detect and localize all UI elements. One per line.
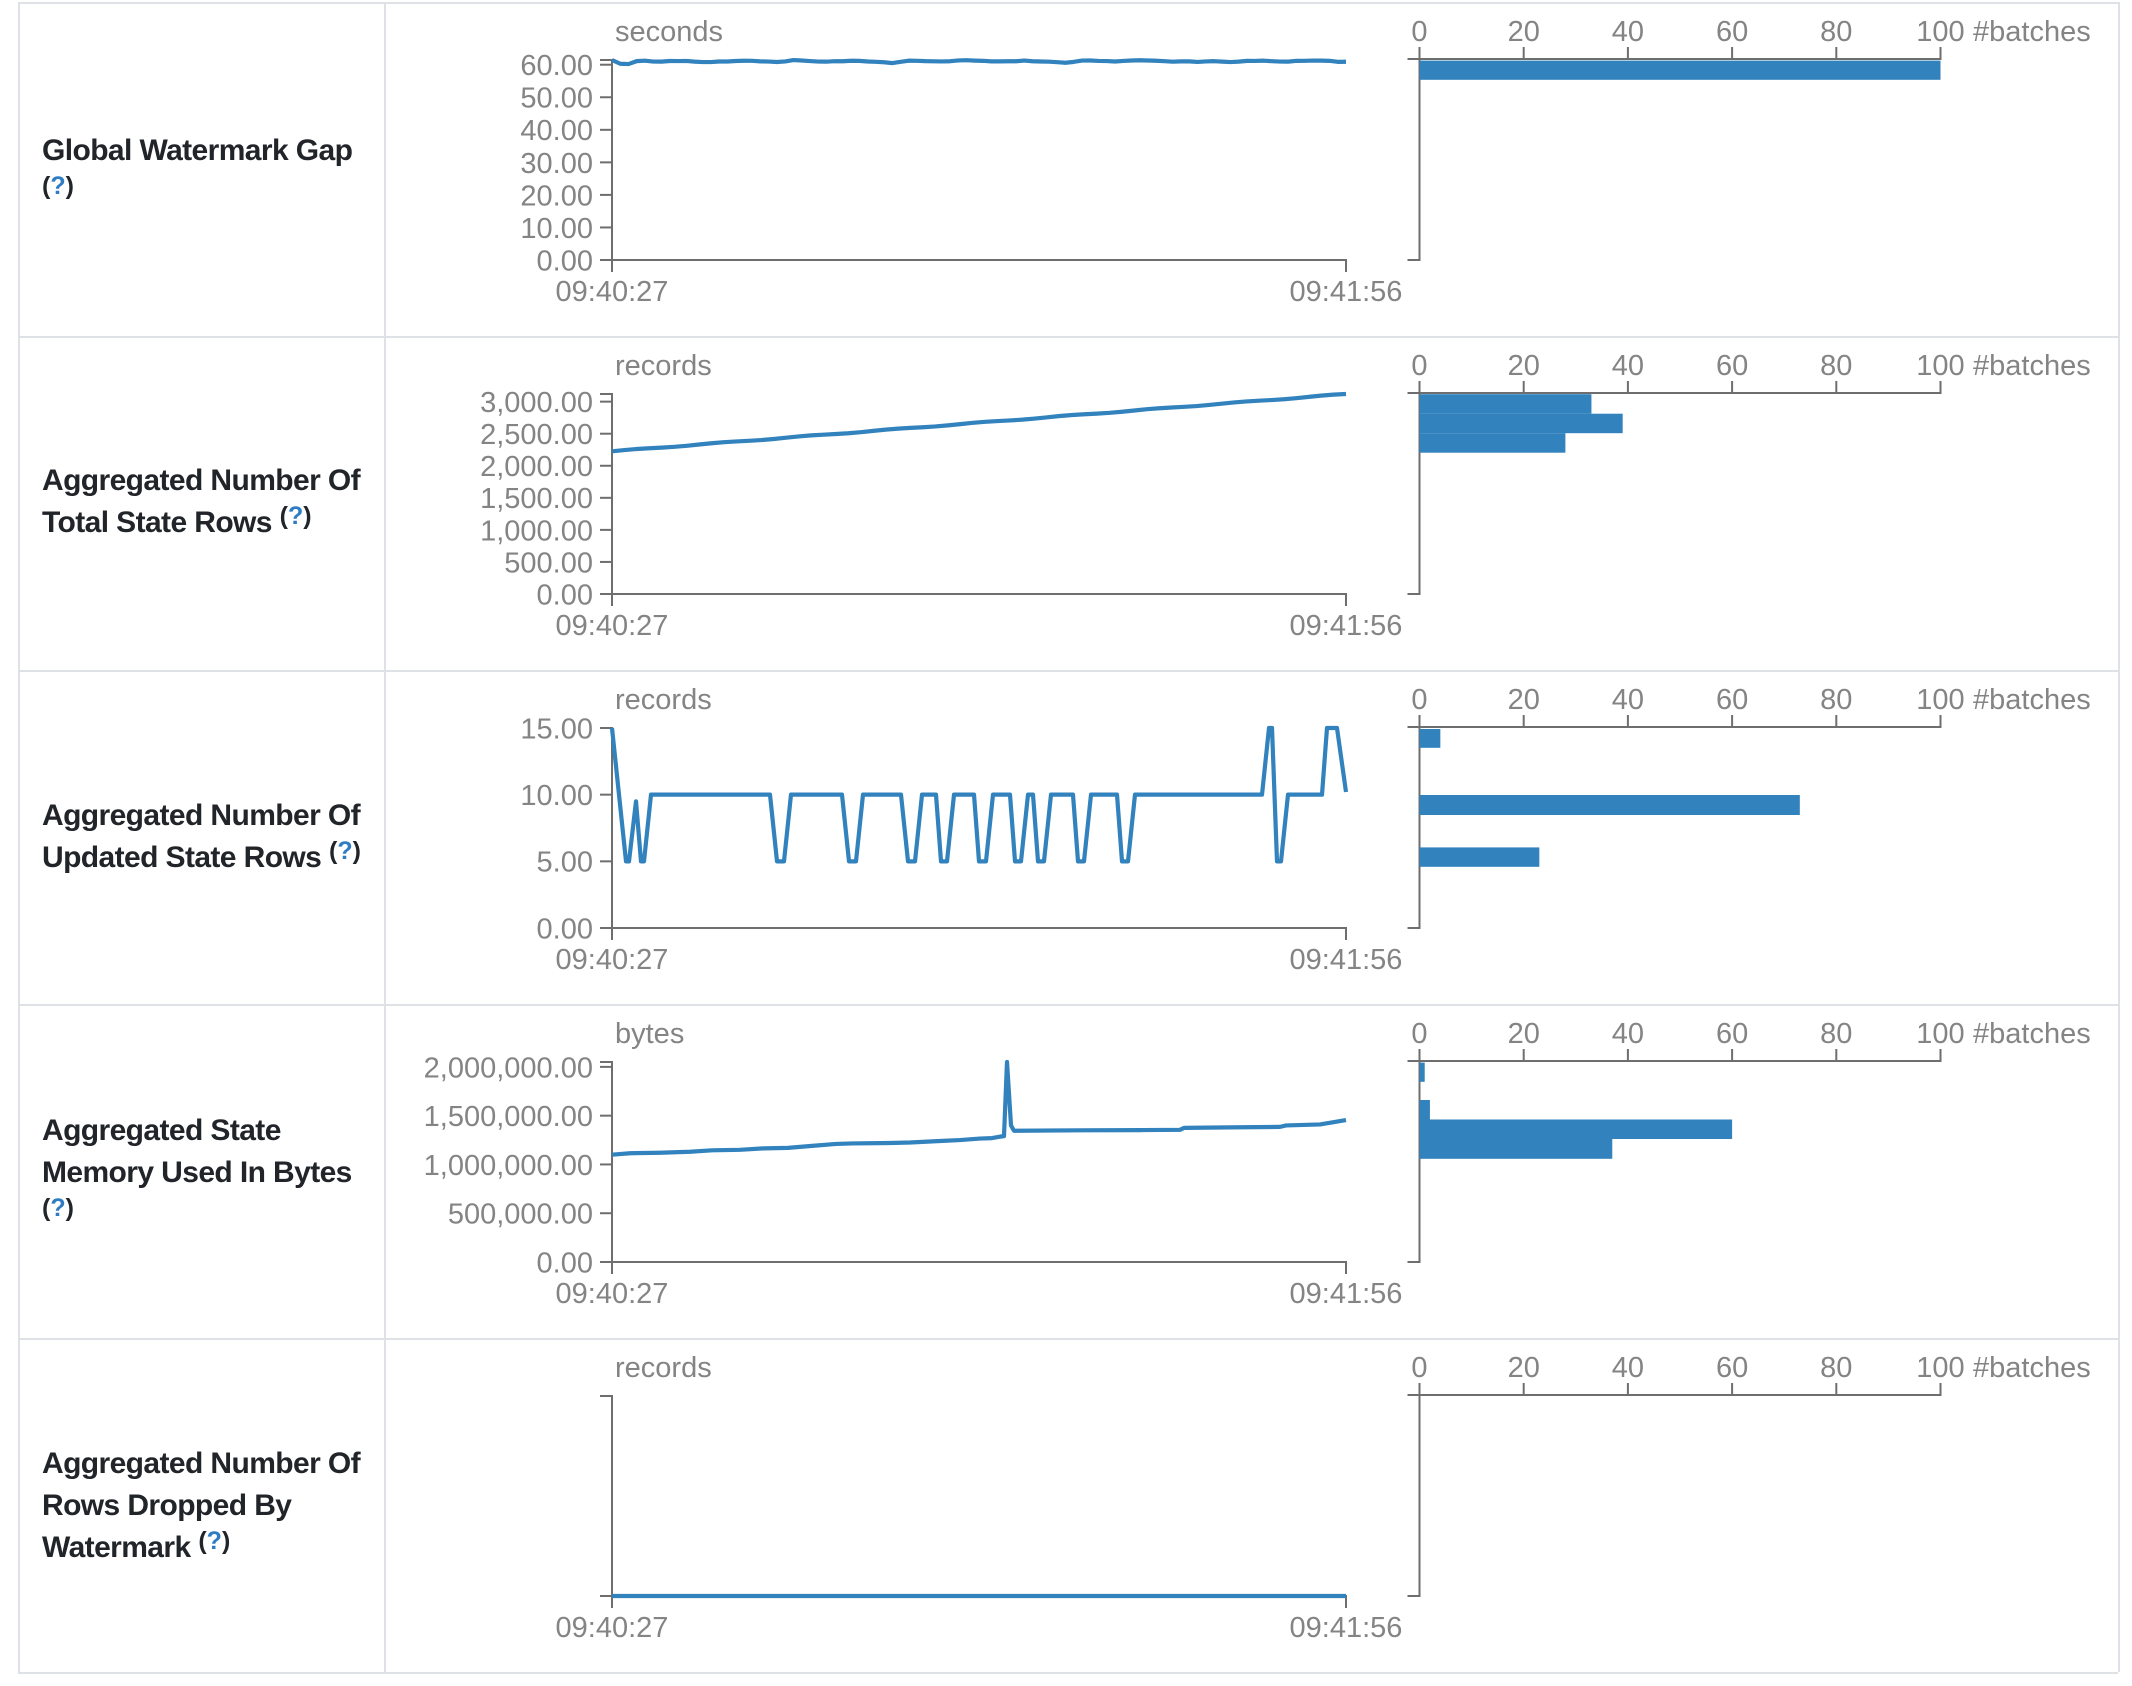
svg-text:80: 80 — [1820, 350, 1852, 382]
svg-text:1,500.00: 1,500.00 — [480, 483, 593, 515]
svg-text:100: 100 — [1916, 350, 1964, 382]
svg-text:60: 60 — [1716, 1352, 1748, 1384]
svg-text:09:41:56: 09:41:56 — [1290, 610, 1403, 642]
svg-text:0.00: 0.00 — [537, 579, 593, 611]
svg-text:#batches: #batches — [1973, 684, 2091, 716]
svg-text:1,000.00: 1,000.00 — [480, 515, 593, 547]
svg-text:1,500,000.00: 1,500,000.00 — [424, 1101, 593, 1133]
svg-text:#batches: #batches — [1973, 1018, 2091, 1050]
svg-text:09:41:56: 09:41:56 — [1290, 1612, 1403, 1644]
svg-text:40.00: 40.00 — [520, 115, 593, 147]
svg-text:60: 60 — [1716, 1018, 1748, 1050]
svg-text:15.00: 15.00 — [520, 713, 593, 745]
svg-text:0.00: 0.00 — [537, 913, 593, 945]
svg-text:seconds: seconds — [615, 16, 723, 48]
svg-text:0: 0 — [1411, 1352, 1427, 1384]
svg-text:80: 80 — [1820, 16, 1852, 48]
svg-text:records: records — [615, 350, 712, 382]
svg-text:2,000.00: 2,000.00 — [480, 451, 593, 483]
svg-text:#batches: #batches — [1973, 16, 2091, 48]
svg-text:60: 60 — [1716, 350, 1748, 382]
svg-text:10.00: 10.00 — [520, 780, 593, 812]
svg-text:0.00: 0.00 — [537, 245, 593, 277]
svg-text:60: 60 — [1716, 684, 1748, 716]
svg-text:20: 20 — [1508, 684, 1540, 716]
svg-text:80: 80 — [1820, 1018, 1852, 1050]
svg-text:100: 100 — [1916, 16, 1964, 48]
svg-text:40: 40 — [1612, 16, 1644, 48]
svg-text:80: 80 — [1820, 1352, 1852, 1384]
svg-text:0.00: 0.00 — [537, 1247, 593, 1279]
svg-text:100: 100 — [1916, 684, 1964, 716]
svg-text:09:40:27: 09:40:27 — [556, 610, 669, 642]
svg-text:10.00: 10.00 — [520, 213, 593, 245]
svg-text:records: records — [615, 684, 712, 716]
svg-text:09:40:27: 09:40:27 — [556, 276, 669, 308]
svg-text:50.00: 50.00 — [520, 83, 593, 115]
svg-text:1,000,000.00: 1,000,000.00 — [424, 1150, 593, 1182]
svg-text:bytes: bytes — [615, 1018, 684, 1050]
svg-text:2,500.00: 2,500.00 — [480, 419, 593, 451]
svg-text:20: 20 — [1508, 350, 1540, 382]
svg-text:500,000.00: 500,000.00 — [448, 1199, 593, 1231]
svg-text:09:40:27: 09:40:27 — [556, 944, 669, 976]
svg-text:500.00: 500.00 — [504, 547, 593, 579]
svg-text:60: 60 — [1716, 16, 1748, 48]
svg-text:5.00: 5.00 — [537, 847, 593, 879]
svg-text:09:41:56: 09:41:56 — [1290, 1278, 1403, 1310]
svg-text:#batches: #batches — [1973, 1352, 2091, 1384]
svg-text:09:40:27: 09:40:27 — [556, 1278, 669, 1310]
svg-text:40: 40 — [1612, 1018, 1644, 1050]
svg-text:40: 40 — [1612, 1352, 1644, 1384]
svg-text:09:41:56: 09:41:56 — [1290, 276, 1403, 308]
svg-text:#batches: #batches — [1973, 350, 2091, 382]
svg-text:2,000,000.00: 2,000,000.00 — [424, 1052, 593, 1084]
svg-text:100: 100 — [1916, 1352, 1964, 1384]
svg-text:40: 40 — [1612, 350, 1644, 382]
svg-text:60.00: 60.00 — [520, 50, 593, 82]
svg-text:0: 0 — [1411, 684, 1427, 716]
svg-text:100: 100 — [1916, 1018, 1964, 1050]
svg-text:30.00: 30.00 — [520, 148, 593, 180]
svg-text:09:40:27: 09:40:27 — [556, 1612, 669, 1644]
svg-text:20: 20 — [1508, 1352, 1540, 1384]
svg-text:3,000.00: 3,000.00 — [480, 387, 593, 419]
svg-text:0: 0 — [1411, 350, 1427, 382]
svg-text:records: records — [615, 1352, 712, 1384]
svg-text:20: 20 — [1508, 16, 1540, 48]
svg-text:0: 0 — [1411, 16, 1427, 48]
svg-text:09:41:56: 09:41:56 — [1290, 944, 1403, 976]
svg-text:40: 40 — [1612, 684, 1644, 716]
svg-text:0: 0 — [1411, 1018, 1427, 1050]
svg-text:80: 80 — [1820, 684, 1852, 716]
svg-text:20: 20 — [1508, 1018, 1540, 1050]
svg-text:20.00: 20.00 — [520, 180, 593, 212]
